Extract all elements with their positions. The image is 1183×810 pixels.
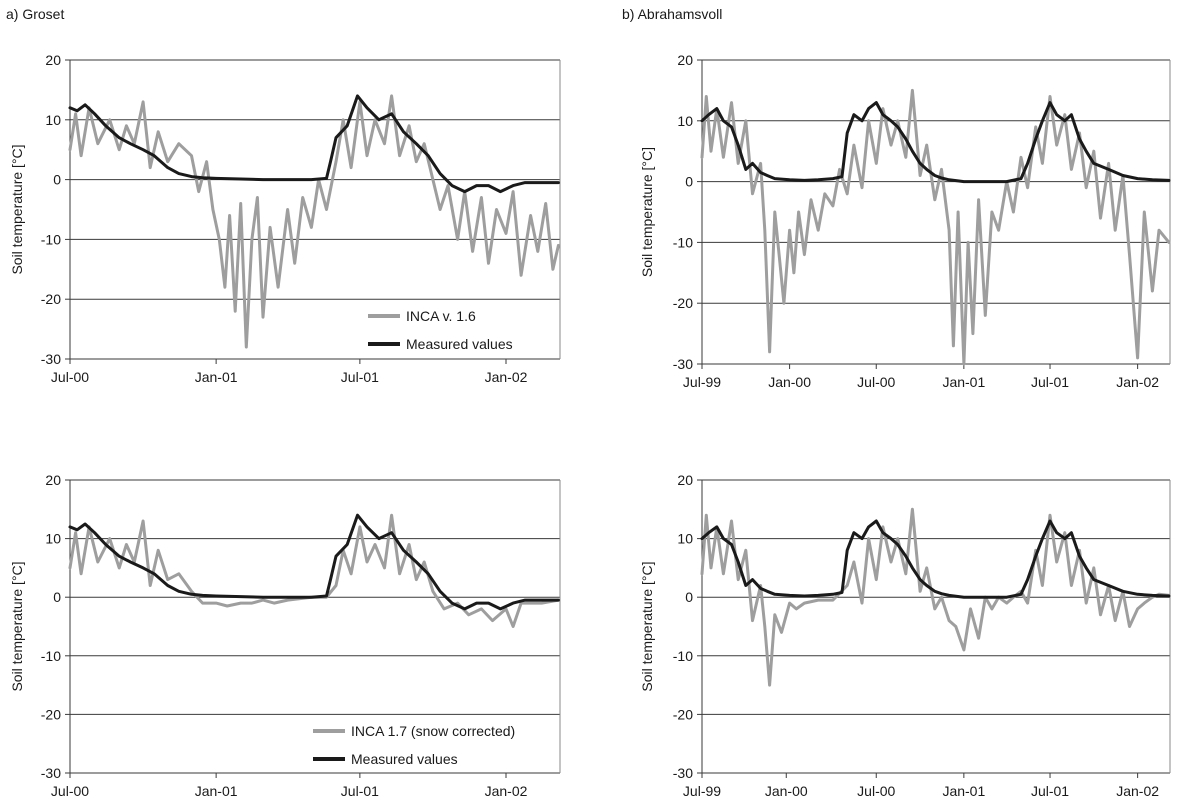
- x-tick-label: Jan-01: [942, 374, 985, 390]
- series-line-measured: [68, 513, 560, 611]
- y-tick-label: 0: [685, 589, 693, 605]
- y-axis-label: Soil temperature [°C]: [9, 144, 25, 274]
- x-tick-label: Jul-99: [683, 783, 721, 799]
- x-tick-label: Jan-02: [1116, 374, 1159, 390]
- y-tick-label: -20: [41, 291, 61, 307]
- y-tick-label: -30: [41, 765, 61, 781]
- y-tick-label: -10: [41, 231, 61, 247]
- y-tick-label: -10: [673, 648, 693, 664]
- y-tick-label: 10: [45, 531, 61, 547]
- x-tick-label: Jan-01: [195, 369, 238, 385]
- series-line-inca: [68, 94, 560, 349]
- y-tick-label: 0: [53, 172, 61, 188]
- y-tick-label: 10: [45, 112, 61, 128]
- chart-panel-3: 20 10 0 -10 -20 -30 Jul-00 Jan-01 Jul-01 Jan-02 So…: [9, 472, 561, 799]
- y-axis-label: Soil temperature [°C]: [9, 561, 25, 691]
- x-tick-label: Jul-99: [683, 374, 721, 390]
- x-tick-label: Jul-00: [51, 369, 89, 385]
- chart-panel-1: 20 10 0 -10 -20 -30 Jul-00 Jan-01 Jul-01 Jan-02 So…: [9, 52, 561, 385]
- legend: INCA 1.7 (snow corrected) Measured values: [313, 723, 515, 767]
- x-tick-label: Jul-01: [1031, 783, 1069, 799]
- legend-label: INCA 1.7 (snow corrected): [351, 723, 515, 739]
- y-tick-label: -30: [673, 765, 693, 781]
- y-tick-label: -30: [41, 351, 61, 367]
- x-tick-label: Jan-00: [768, 374, 811, 390]
- x-tick-label: Jan-01: [942, 783, 985, 799]
- chart-panel-4: 20 10 0 -10 -20 -30 Jul-99 Jan-00 Jul-00 Jan-01 Ju…: [639, 472, 1171, 799]
- series-line-measured: [700, 519, 1171, 599]
- y-tick-label: -20: [673, 706, 693, 722]
- y-tick-label: -10: [41, 648, 61, 664]
- series-line-measured: [68, 94, 560, 194]
- y-tick-label: 10: [677, 531, 693, 547]
- panel-a-title: a) Groset: [6, 6, 65, 22]
- x-tick-label: Jul-00: [51, 783, 89, 799]
- x-tick-label: Jan-01: [195, 783, 238, 799]
- y-tick-label: 0: [685, 174, 693, 190]
- y-axis-label: Soil temperature [°C]: [639, 147, 655, 277]
- y-tick-label: 20: [677, 472, 693, 488]
- panel-b-title: b) Abrahamsvoll: [622, 6, 723, 22]
- x-tick-label: Jul-00: [857, 783, 895, 799]
- y-tick-label: 20: [45, 472, 61, 488]
- x-tick-label: Jul-01: [341, 783, 379, 799]
- x-tick-label: Jul-01: [341, 369, 379, 385]
- x-tick-label: Jan-00: [765, 783, 808, 799]
- y-tick-label: -20: [41, 706, 61, 722]
- y-tick-label: -20: [673, 295, 693, 311]
- legend: INCA v. 1.6 Measured values: [368, 308, 513, 352]
- series-line-inca: [68, 513, 560, 628]
- y-tick-label: -30: [673, 356, 693, 372]
- y-tick-label: 20: [677, 52, 693, 68]
- x-tick-label: Jan-02: [485, 369, 528, 385]
- y-tick-label: 20: [45, 52, 61, 68]
- series-line-measured: [700, 101, 1171, 184]
- chart-panel-2: 20 10 0 -10 -20 -30 Jul-99 Jan-00 Jul-00 Jan-01 Ju…: [639, 52, 1171, 390]
- x-tick-label: Jul-01: [1031, 374, 1069, 390]
- x-tick-label: Jan-02: [1116, 783, 1159, 799]
- y-tick-label: 0: [53, 589, 61, 605]
- series-line-inca: [700, 507, 1171, 687]
- y-tick-label: -10: [673, 234, 693, 250]
- legend-label: INCA v. 1.6: [406, 308, 476, 324]
- y-axis-label: Soil temperature [°C]: [639, 561, 655, 691]
- x-tick-label: Jan-02: [485, 783, 528, 799]
- legend-label: Measured values: [406, 336, 513, 352]
- y-tick-label: 10: [677, 113, 693, 129]
- x-tick-label: Jul-00: [857, 374, 895, 390]
- legend-label: Measured values: [351, 751, 458, 767]
- series-line-inca: [700, 88, 1171, 366]
